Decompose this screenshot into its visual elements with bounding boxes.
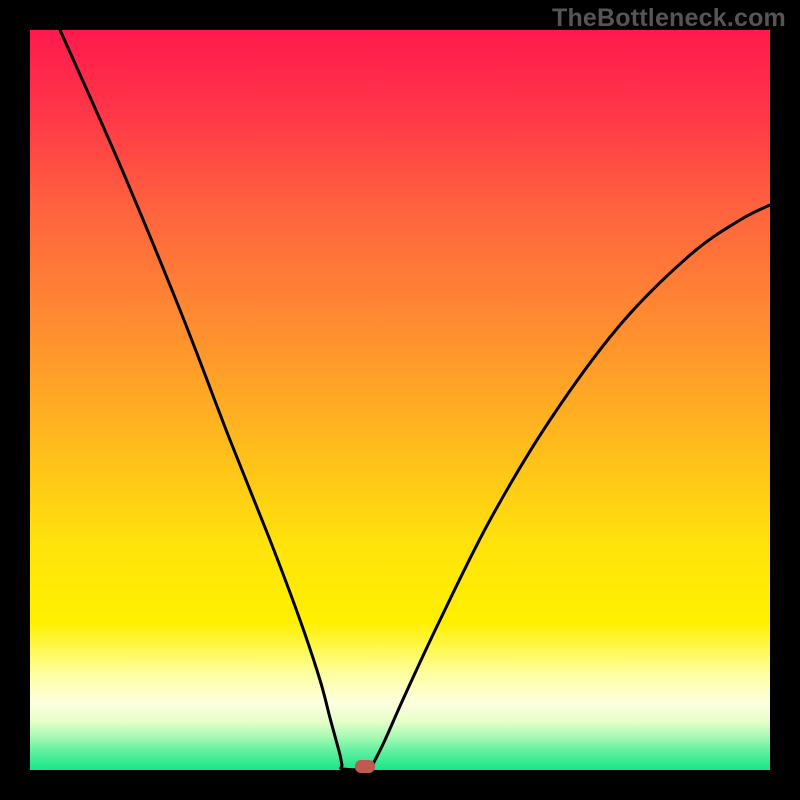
chart-frame: TheBottleneck.com [0,0,800,800]
curve-layer [30,30,770,770]
optimal-point-marker [355,760,375,773]
bottleneck-curve [60,30,770,770]
watermark-text: TheBottleneck.com [552,4,786,33]
plot-area [30,30,770,770]
